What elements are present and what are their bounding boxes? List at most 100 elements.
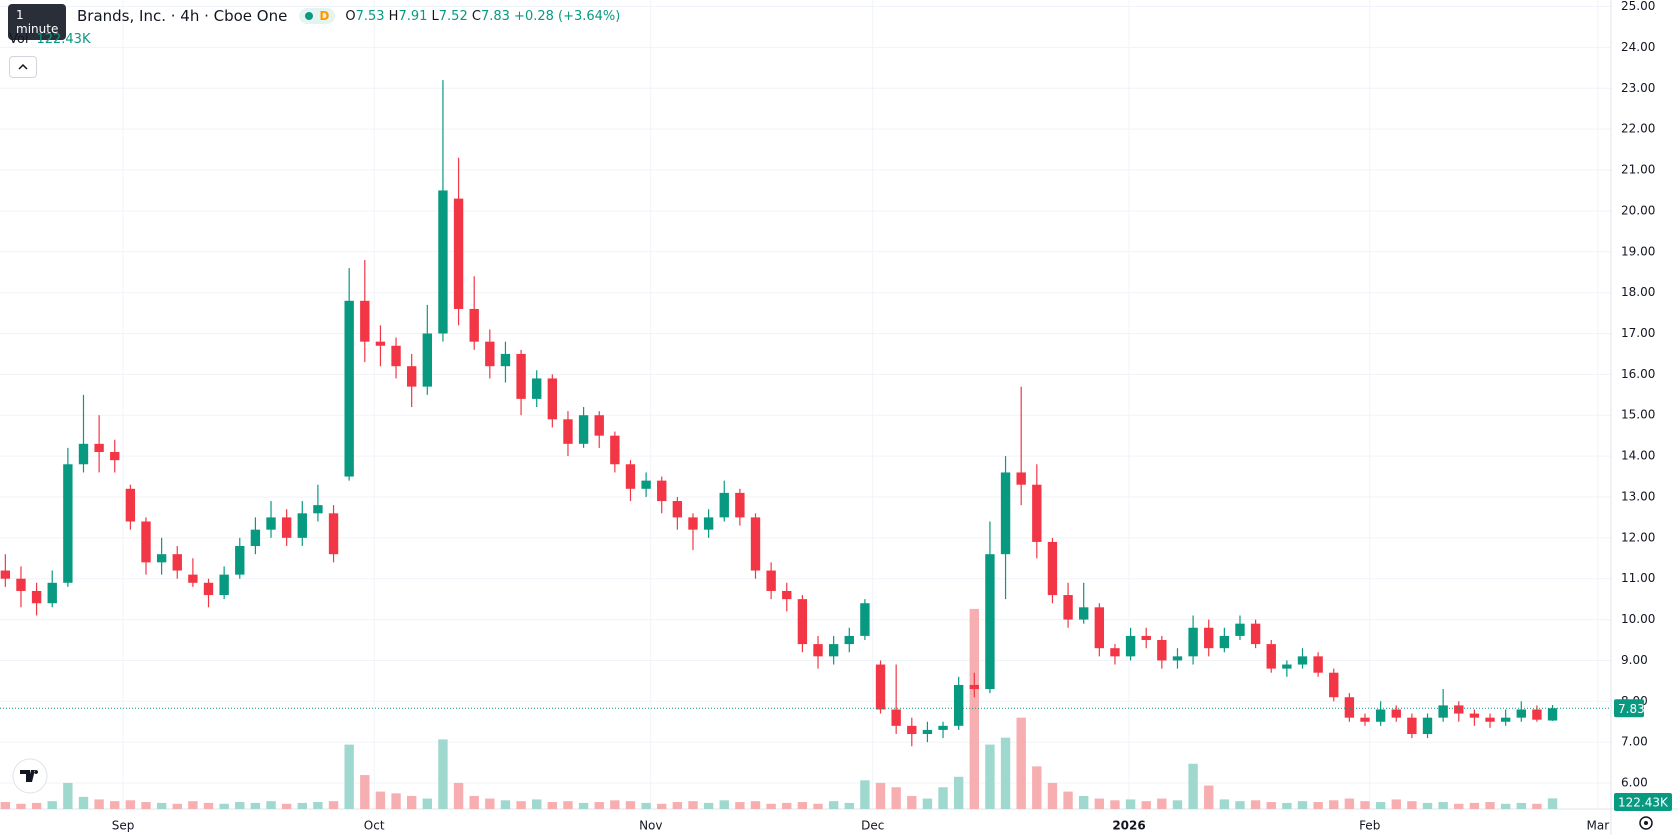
- candle-body: [625, 464, 636, 489]
- candle-body: [1110, 648, 1120, 657]
- volume-bar: [1485, 802, 1495, 809]
- y-tick-label: 23.00: [1621, 81, 1655, 95]
- candle-body: [235, 546, 245, 575]
- volume-bar: [1532, 803, 1542, 809]
- candle-body: [844, 635, 854, 645]
- candle-body: [1032, 484, 1042, 542]
- candle-body: [188, 574, 198, 583]
- candle-body: [1360, 717, 1370, 722]
- candle-body: [1172, 656, 1183, 661]
- candle-body: [1063, 595, 1073, 620]
- volume-bar: [782, 802, 792, 809]
- candle-body: [828, 644, 839, 657]
- candle-body: [94, 443, 104, 453]
- y-tick-label: 24.00: [1621, 40, 1655, 54]
- volume-bar: [438, 739, 448, 809]
- candle-body: [672, 501, 683, 518]
- volume-bar: [688, 801, 698, 809]
- candle-body: [1204, 627, 1214, 649]
- candle-body: [453, 198, 464, 309]
- volume-badge-label: 122.43K: [1618, 796, 1669, 810]
- candle-body: [63, 464, 73, 583]
- candle-body: [422, 333, 432, 387]
- x-tick-label: Oct: [364, 819, 385, 833]
- volume-bar: [1469, 802, 1480, 809]
- volume-bar: [875, 782, 886, 809]
- volume-bar: [594, 802, 604, 809]
- vol-value: 122.43K: [36, 32, 91, 47]
- candle-body: [891, 709, 901, 726]
- volume-bar: [156, 802, 167, 809]
- volume-bar: [1016, 717, 1026, 809]
- y-tick-label: 16.00: [1621, 367, 1655, 381]
- volume-bar: [1047, 782, 1058, 809]
- volume-bar: [297, 802, 307, 809]
- volume-bar: [360, 775, 370, 809]
- volume-bar: [16, 803, 26, 809]
- volume-bar: [406, 795, 417, 809]
- volume-bar: [1172, 800, 1183, 809]
- candle-body: [297, 513, 307, 538]
- y-tick-label: 20.00: [1621, 203, 1655, 217]
- y-tick-label: 17.00: [1621, 326, 1655, 340]
- price-badge: [1614, 699, 1644, 718]
- volume-badge: [1614, 793, 1672, 811]
- volume-bar: [1094, 798, 1105, 809]
- h-label: H: [388, 8, 399, 24]
- h-value: 7.91: [398, 8, 428, 24]
- candle-body: [1188, 627, 1198, 657]
- volume-bar: [313, 802, 323, 809]
- candle-body: [766, 570, 776, 591]
- y-tick-label: 18.00: [1621, 285, 1655, 299]
- volume-bar: [1250, 800, 1261, 809]
- candle-body: [563, 419, 573, 444]
- candle-body: [875, 664, 886, 710]
- volume-bar: [891, 787, 901, 809]
- candle-body: [1235, 623, 1245, 636]
- candle-body: [735, 492, 745, 518]
- candle-body: [1016, 472, 1026, 485]
- candle-body: [469, 308, 479, 342]
- candle-body: [1500, 717, 1511, 722]
- settings-icon[interactable]: [1639, 816, 1653, 830]
- candle-body: [1297, 656, 1308, 665]
- x-tick-label: Sep: [112, 819, 135, 833]
- volume-bar: [31, 802, 42, 809]
- candle-body: [813, 644, 823, 657]
- collapse-button[interactable]: [9, 56, 37, 78]
- volume-bar: [1204, 785, 1214, 809]
- logo[interactable]: [12, 758, 48, 794]
- volume-bar: [735, 802, 745, 809]
- candle-body: [313, 505, 323, 514]
- candle-body: [907, 725, 917, 735]
- candle-body: [1266, 644, 1276, 669]
- candle-body: [860, 603, 870, 636]
- volume-bar: [453, 782, 464, 809]
- y-tick-label: 10.00: [1621, 612, 1655, 626]
- candle-body: [985, 554, 995, 690]
- status-pill: D: [299, 8, 336, 24]
- candle-body: [547, 378, 558, 420]
- volume-bar: [703, 802, 714, 809]
- x-tick-label: Dec: [861, 819, 884, 833]
- volume-bar: [1235, 801, 1245, 809]
- c-label: C: [471, 8, 481, 24]
- volume-bar: [125, 800, 136, 809]
- l-value: 7.52: [438, 8, 468, 24]
- volume-bar: [907, 795, 917, 809]
- volume-bar: [391, 793, 401, 809]
- volume-bar: [610, 800, 620, 809]
- volume-bar: [328, 801, 339, 809]
- candle-body: [156, 554, 167, 563]
- volume-bar: [657, 803, 667, 809]
- candle-body: [438, 190, 448, 334]
- volume-bar: [188, 801, 198, 809]
- volume-bar: [1360, 801, 1370, 809]
- candle-body: [1485, 717, 1495, 722]
- o-value: 7.53: [355, 8, 385, 24]
- candle-body: [1532, 709, 1542, 720]
- y-tick-label: 11.00: [1621, 571, 1655, 585]
- volume-bar: [1391, 799, 1401, 809]
- candle-body: [750, 517, 761, 571]
